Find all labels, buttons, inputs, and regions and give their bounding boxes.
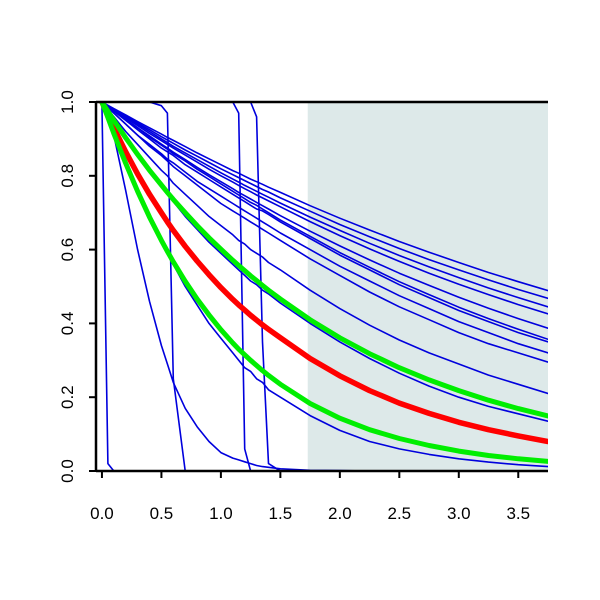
blue-series-line-7 <box>101 102 548 395</box>
x-tick-label: 1.5 <box>269 504 293 523</box>
y-tick-label: 0.0 <box>58 459 77 483</box>
blue-series-line-9 <box>101 102 548 354</box>
blue-series-line-12 <box>101 102 548 330</box>
blue-series-line-8 <box>101 102 548 363</box>
blue-series-line-15 <box>101 102 548 300</box>
green-series-line-18 <box>99 102 548 464</box>
y-tick-label: 0.6 <box>58 238 77 262</box>
x-tick-label: 3.0 <box>447 504 471 523</box>
y-tick-label: 1.0 <box>58 90 77 114</box>
blue-series-line-2 <box>101 102 548 471</box>
x-tick-label: 3.5 <box>506 504 530 523</box>
x-tick-label: 1.0 <box>209 504 233 523</box>
blue-series-line-10 <box>101 102 548 343</box>
blue-series-line-13 <box>101 102 548 315</box>
series-layer <box>99 102 548 471</box>
x-tick-label: 2.0 <box>328 504 352 523</box>
blue-series-line-4 <box>101 102 548 471</box>
y-tick-label: 0.2 <box>58 385 77 409</box>
y-tick-label: 0.8 <box>58 164 77 188</box>
blue-series-line-11 <box>101 102 548 341</box>
green-series-line-19 <box>99 102 548 419</box>
x-tick-label: 0.0 <box>90 504 114 523</box>
y-tick-label: 0.4 <box>58 312 77 336</box>
x-tick-label: 0.5 <box>150 504 174 523</box>
x-tick-label: 2.5 <box>387 504 411 523</box>
red-series-line-17 <box>99 102 548 445</box>
blue-series-line-14 <box>101 102 548 308</box>
axis-layer: 0.0 0.5 1.0 1.5 2.0 2.5 3.0 3.5 0.0 0.2 0.4 0.6 0.8 1… <box>58 90 548 523</box>
blue-series-line-16 <box>101 102 548 292</box>
